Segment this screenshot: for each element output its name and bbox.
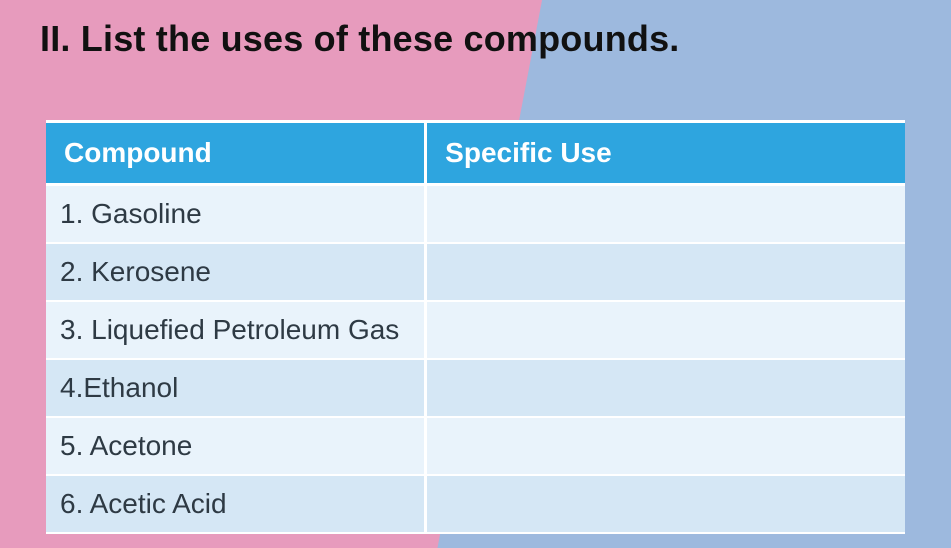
col-header-specific-use: Specific Use xyxy=(426,122,905,185)
slide-content: II. List the uses of these compounds. Co… xyxy=(0,0,951,534)
cell-compound: 5. Acetone xyxy=(46,417,426,475)
cell-specific-use xyxy=(426,185,905,244)
cell-specific-use xyxy=(426,359,905,417)
table-row: 1. Gasoline xyxy=(46,185,905,244)
table-row: 5. Acetone xyxy=(46,417,905,475)
cell-specific-use xyxy=(426,301,905,359)
table-header-row: Compound Specific Use xyxy=(46,122,905,185)
cell-compound: 4.Ethanol xyxy=(46,359,426,417)
cell-specific-use xyxy=(426,243,905,301)
table-row: 4.Ethanol xyxy=(46,359,905,417)
compounds-table: Compound Specific Use 1. Gasoline 2. Ker… xyxy=(46,120,905,534)
cell-compound: 2. Kerosene xyxy=(46,243,426,301)
cell-specific-use xyxy=(426,475,905,533)
cell-compound: 3. Liquefied Petroleum Gas xyxy=(46,301,426,359)
cell-compound: 6. Acetic Acid xyxy=(46,475,426,533)
section-heading: II. List the uses of these compounds. xyxy=(40,18,905,60)
table-row: 6. Acetic Acid xyxy=(46,475,905,533)
cell-specific-use xyxy=(426,417,905,475)
table-row: 3. Liquefied Petroleum Gas xyxy=(46,301,905,359)
table-row: 2. Kerosene xyxy=(46,243,905,301)
col-header-compound: Compound xyxy=(46,122,426,185)
cell-compound: 1. Gasoline xyxy=(46,185,426,244)
